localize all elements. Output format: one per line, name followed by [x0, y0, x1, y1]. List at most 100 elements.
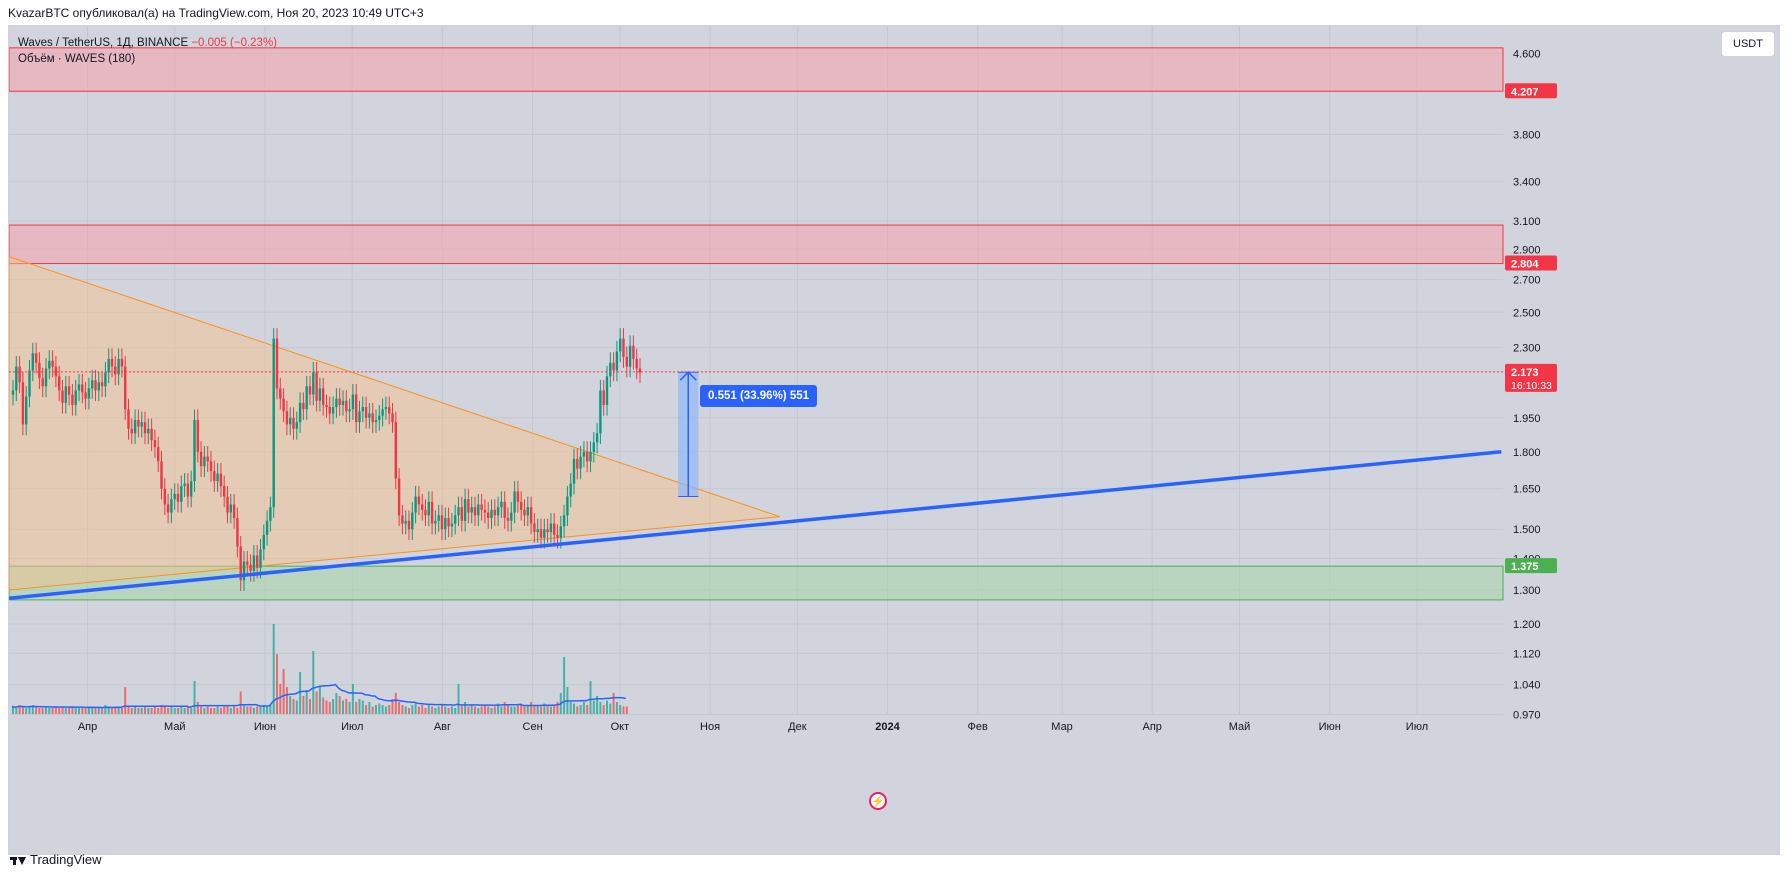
- volume-legend[interactable]: Объём · WAVES (180): [18, 53, 136, 65]
- volume-bar: [120, 708, 123, 714]
- volume-bar: [134, 706, 137, 714]
- volume-bar: [530, 702, 533, 714]
- candle-body: [401, 515, 404, 524]
- volume-bar: [520, 703, 523, 714]
- candle-body: [58, 376, 61, 391]
- volume-bar: [160, 705, 163, 714]
- volume-bar: [401, 705, 404, 714]
- volume-bar: [94, 708, 97, 714]
- volume-bar: [295, 700, 298, 714]
- volume-bar: [256, 706, 259, 714]
- volume-bar: [615, 702, 618, 714]
- volume-bar: [28, 706, 31, 714]
- chart-container[interactable]: Апр Май Июн Июл Авг Сен Окт Ноя Дек 2024 Фев Мар Апр…: [8, 25, 1780, 855]
- candle-body: [539, 529, 543, 538]
- candle-body: [605, 376, 609, 405]
- price-label: 2.804: [1511, 259, 1539, 271]
- volume-bar: [543, 703, 546, 714]
- candle-body: [378, 415, 381, 420]
- candle-body: [100, 382, 104, 387]
- volume-bar: [246, 706, 249, 714]
- volume-bar: [526, 705, 529, 714]
- volume-bar: [18, 705, 21, 714]
- volume-bar: [497, 703, 500, 714]
- candle-body: [348, 409, 351, 412]
- candle-body: [173, 493, 176, 500]
- y-tick-label: 3.400: [1513, 177, 1541, 189]
- volume-bar: [417, 706, 420, 714]
- candle-body: [460, 507, 463, 521]
- candle-body: [51, 360, 54, 367]
- volume-bar: [421, 705, 424, 714]
- tradingview-footer[interactable]: TradingView: [10, 852, 102, 867]
- volume-bar: [15, 708, 18, 714]
- x-tick-label: Июн: [1319, 721, 1341, 733]
- candle-body: [490, 509, 493, 519]
- candle-body: [242, 561, 246, 581]
- volume-bar: [576, 706, 579, 714]
- candle-body: [487, 512, 490, 519]
- price-countdown: 16:10:33: [1511, 380, 1552, 392]
- volume-bar: [282, 669, 285, 714]
- volume-bar: [378, 703, 381, 714]
- volume-bar: [342, 700, 344, 714]
- candle-body: [520, 501, 523, 510]
- symbol-info[interactable]: Waves / TetherUS, 1Д, BINANCE: [18, 37, 189, 49]
- candle-body: [619, 338, 622, 352]
- y-tick-label: 1.800: [1513, 447, 1541, 459]
- y-tick-label: 1.200: [1513, 619, 1541, 631]
- volume-bar: [602, 705, 605, 714]
- volume-bar: [81, 706, 84, 714]
- x-tick-label: Мар: [1051, 721, 1073, 733]
- candle-body: [632, 345, 635, 359]
- volume-bar: [249, 706, 252, 714]
- volume-bar: [150, 708, 153, 714]
- volume-bar: [563, 657, 566, 714]
- y-tick-label: 3.800: [1513, 129, 1541, 141]
- y-tick-label: 2.700: [1513, 275, 1541, 287]
- candle-body: [77, 384, 81, 391]
- volume-bar: [38, 708, 41, 714]
- candle-body: [473, 507, 477, 516]
- volume-bar: [186, 706, 189, 714]
- candle-body: [143, 422, 147, 434]
- candle-body: [246, 561, 249, 565]
- candle-body: [335, 398, 338, 408]
- candle-body: [586, 451, 589, 462]
- candle-body: [579, 456, 582, 469]
- candle-body: [48, 360, 51, 369]
- x-tick-label: Апр: [78, 721, 97, 733]
- candle-body: [404, 520, 407, 524]
- volume-bar: [586, 705, 589, 714]
- candle-body: [523, 509, 526, 516]
- volume-bar: [177, 708, 179, 714]
- volume-bar: [259, 706, 262, 714]
- volume-bar: [262, 705, 265, 714]
- volume-bar: [411, 705, 414, 714]
- candle-body: [279, 388, 282, 399]
- volume-bar: [365, 705, 368, 714]
- candle-body: [328, 407, 331, 414]
- candle-body: [493, 509, 496, 516]
- y-tick-label: 2.900: [1513, 244, 1541, 256]
- candle-body: [133, 419, 137, 434]
- price-label: 4.207: [1511, 86, 1539, 98]
- candle-body: [556, 534, 559, 538]
- currency-button[interactable]: USDT: [1721, 31, 1775, 57]
- volume-bar: [332, 699, 335, 714]
- candle-body: [331, 407, 335, 414]
- volume-bar: [556, 702, 559, 714]
- volume-bar: [404, 706, 407, 714]
- volume-bar: [25, 708, 28, 714]
- candle-body: [411, 512, 414, 530]
- y-tick-label: 2.500: [1513, 307, 1541, 319]
- volume-bar: [21, 706, 24, 714]
- price-label: 2.173: [1511, 367, 1539, 379]
- volume-bar: [612, 693, 615, 714]
- candle-body: [341, 400, 345, 405]
- candle-body: [183, 483, 186, 487]
- price-chart[interactable]: Апр Май Июн Июл Авг Сен Окт Ноя Дек 2024 Фев Мар Апр…: [9, 26, 1781, 856]
- lightning-icon[interactable]: ⚡: [869, 792, 887, 810]
- candle-body: [496, 507, 500, 516]
- candle-body: [536, 529, 539, 533]
